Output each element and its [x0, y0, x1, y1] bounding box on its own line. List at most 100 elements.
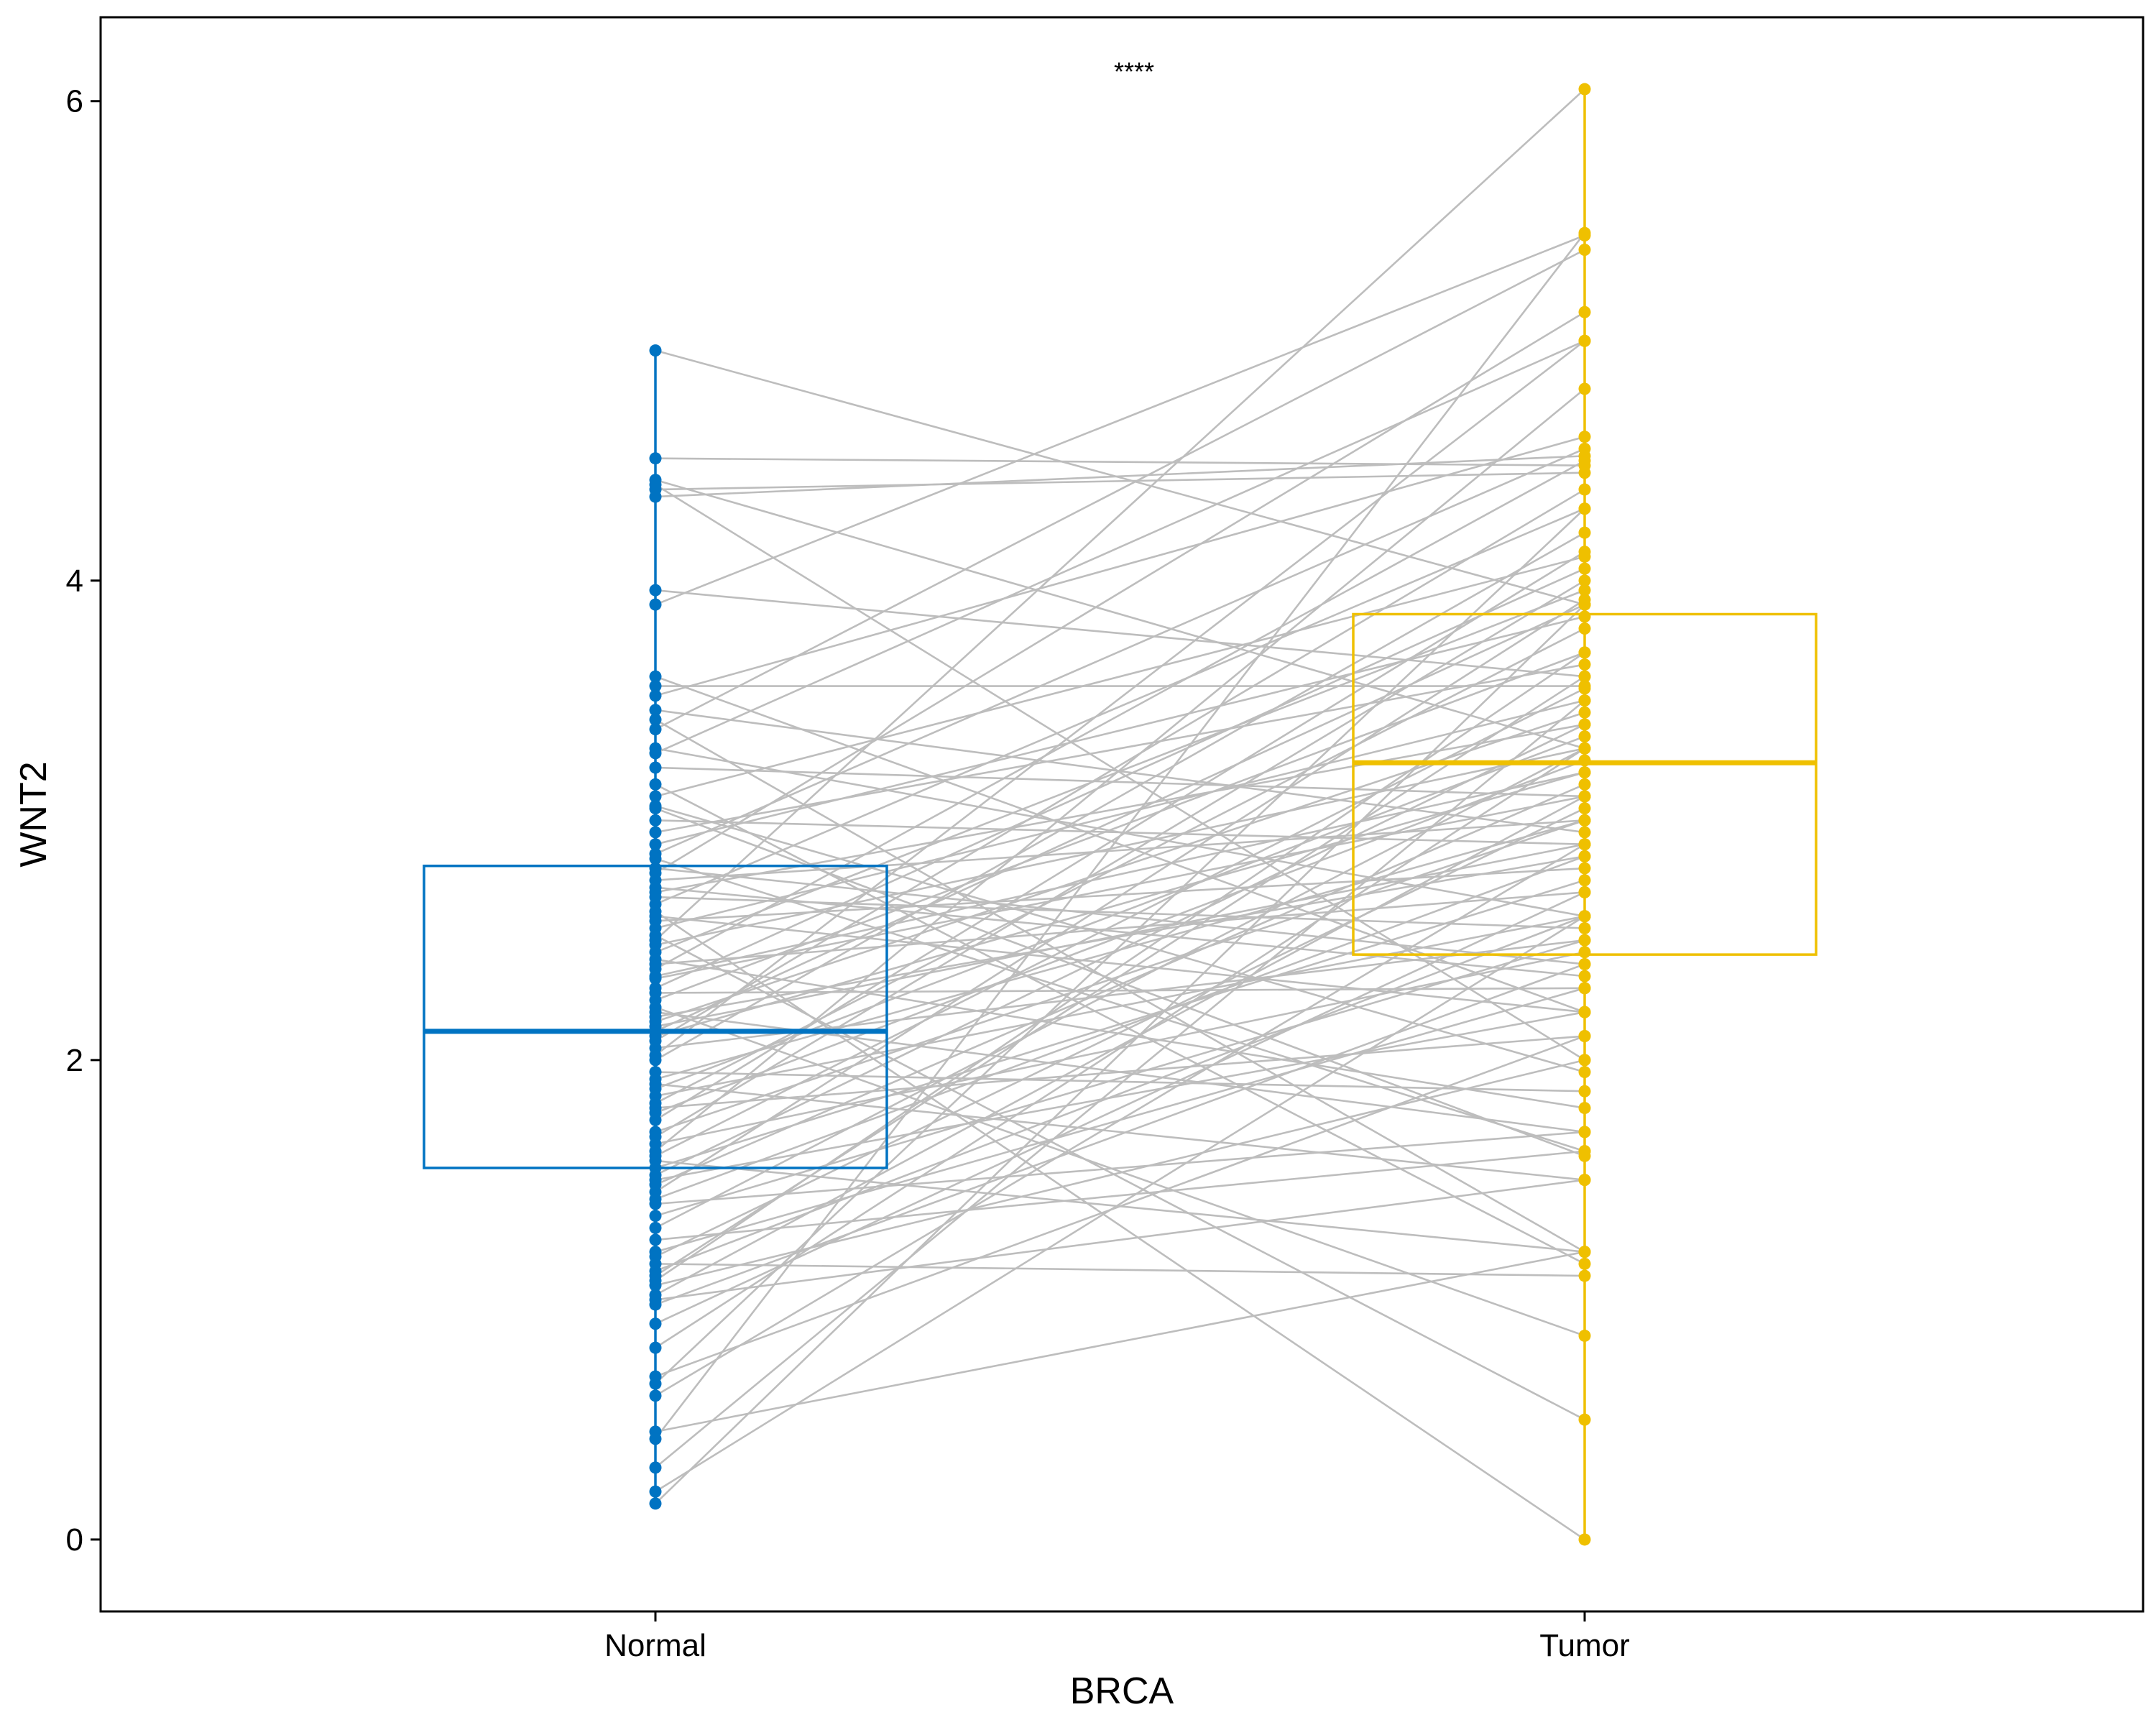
point-normal	[649, 1485, 662, 1498]
point-tumor	[1578, 574, 1591, 587]
point-normal	[649, 953, 662, 966]
pair-line	[655, 891, 1585, 965]
pair-line	[655, 340, 1585, 1057]
point-normal	[649, 1077, 662, 1090]
y-tick-label: 4	[66, 564, 83, 599]
pair-line	[655, 915, 1585, 1493]
point-normal	[649, 891, 662, 903]
point-tumor	[1578, 1145, 1591, 1158]
point-tumor	[1578, 957, 1591, 970]
point-tumor	[1578, 584, 1591, 597]
pair-line	[655, 311, 1585, 874]
point-normal	[649, 1274, 662, 1287]
point-normal	[649, 826, 662, 839]
point-normal	[649, 490, 662, 503]
point-tumor	[1578, 790, 1591, 803]
point-tumor	[1578, 838, 1591, 851]
point-tumor	[1578, 610, 1591, 623]
point-tumor	[1578, 1126, 1591, 1138]
point-normal	[649, 1000, 662, 1013]
point-tumor	[1578, 622, 1591, 635]
pair-line	[655, 507, 1585, 906]
point-tumor	[1578, 502, 1591, 515]
point-normal	[649, 680, 662, 693]
pair-line	[654, 232, 1586, 1440]
pair-line	[655, 349, 1585, 606]
point-tumor	[1578, 658, 1591, 671]
point-tumor	[1578, 874, 1591, 887]
pair-line	[655, 88, 1585, 942]
pair-line	[655, 531, 1585, 1062]
pair-line	[655, 457, 1585, 467]
pair-line	[655, 819, 1585, 882]
pair-line	[655, 1179, 1585, 1301]
pair-line	[655, 958, 1585, 1109]
point-normal	[649, 1011, 662, 1024]
point-tumor	[1578, 466, 1591, 479]
x-tick-label: Normal	[604, 1628, 706, 1663]
pair-line	[655, 675, 1585, 1013]
pair-line	[655, 699, 1585, 1468]
pair-line	[655, 663, 1585, 834]
pair-line	[655, 843, 1585, 1028]
point-tumor	[1578, 1246, 1591, 1259]
pair-line	[655, 939, 1585, 1217]
point-normal	[649, 790, 662, 803]
pair-line	[655, 249, 1585, 730]
pair-line	[655, 857, 1585, 1152]
point-normal	[649, 1192, 662, 1205]
pair-line	[655, 795, 1585, 980]
points-group	[649, 83, 1591, 1546]
pair-line	[655, 1263, 1585, 1277]
pair-line	[655, 234, 1585, 606]
point-tumor	[1578, 1085, 1591, 1098]
pair-line	[655, 1035, 1585, 1378]
point-normal	[649, 1178, 662, 1191]
pair-line	[655, 819, 1585, 845]
point-tumor	[1578, 598, 1591, 611]
pair-line	[655, 934, 1585, 1421]
point-normal	[649, 1131, 662, 1144]
point-tumor	[1578, 670, 1591, 683]
pair-line	[655, 766, 1585, 798]
point-normal	[649, 1377, 662, 1390]
pair-line	[655, 748, 1585, 947]
point-tumor	[1578, 244, 1591, 257]
point-tumor	[1578, 754, 1591, 767]
point-normal	[649, 972, 662, 985]
pair-line	[655, 579, 1585, 1138]
pair-line	[655, 599, 1585, 1193]
pair-line	[655, 915, 1585, 1098]
pair-line	[655, 1006, 1585, 1337]
point-tumor	[1578, 1174, 1591, 1187]
pair-line	[655, 603, 1585, 1033]
pair-line	[655, 915, 1585, 1013]
point-normal	[649, 1389, 662, 1402]
point-normal	[649, 689, 662, 702]
point-tumor	[1578, 682, 1591, 695]
point-tumor	[1578, 442, 1591, 455]
point-tumor	[1578, 1066, 1591, 1079]
point-normal	[649, 598, 662, 611]
point-tumor	[1578, 934, 1591, 947]
pair-line	[655, 1071, 1585, 1092]
x-tick-label: Tumor	[1539, 1628, 1630, 1663]
point-tumor	[1578, 730, 1591, 743]
point-normal	[649, 1497, 662, 1510]
pair-line	[655, 783, 1585, 1186]
point-tumor	[1578, 694, 1591, 707]
point-tumor	[1578, 742, 1591, 755]
point-tumor	[1578, 1413, 1591, 1426]
point-tumor	[1578, 862, 1591, 875]
point-normal	[649, 1461, 662, 1474]
pair-line	[655, 589, 1585, 678]
pair-line	[655, 556, 1585, 798]
pair-line	[655, 387, 1585, 1152]
point-tumor	[1578, 910, 1591, 923]
point-tumor	[1578, 826, 1591, 839]
point-tumor	[1578, 83, 1591, 96]
pair-line	[655, 709, 1585, 834]
point-normal	[649, 1317, 662, 1330]
pair-line	[655, 1082, 1585, 1181]
